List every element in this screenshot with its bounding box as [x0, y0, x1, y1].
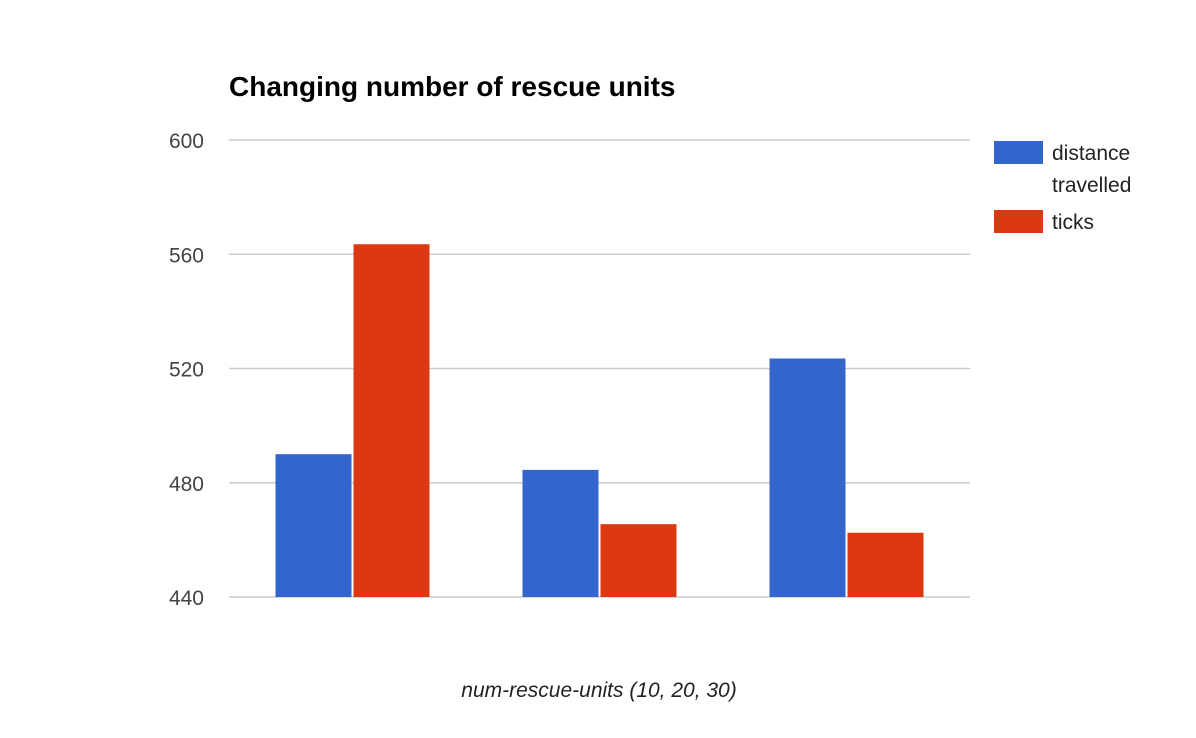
bar-ticks-2	[600, 524, 677, 597]
gridlines	[229, 139, 970, 598]
x-axis-label: num-rescue-units (10, 20, 30)	[461, 679, 736, 702]
chart-title: Changing number of rescue units	[229, 71, 675, 102]
legend-swatch-distance-travelled	[994, 141, 1043, 164]
bar-ticks-1	[353, 244, 430, 598]
bar-distance-travelled-1	[275, 454, 352, 597]
y-tick-label: 440	[169, 587, 204, 610]
legend: distance travelled ticks	[994, 141, 1131, 234]
legend-swatch-ticks	[994, 210, 1043, 233]
bars	[275, 244, 924, 598]
bar-distance-travelled-3	[769, 358, 846, 597]
legend-label-distance-travelled: distance travelled	[1052, 142, 1131, 197]
y-tick-label: 480	[169, 473, 204, 496]
bar-distance-travelled-2	[522, 469, 599, 597]
y-tick-label: 520	[169, 359, 204, 382]
y-tick-label: 560	[169, 244, 204, 267]
legend-label-ticks: ticks	[1052, 211, 1094, 234]
y-tick-label: 600	[169, 130, 204, 153]
y-axis-ticks: 440 480 520 560 600	[169, 130, 204, 610]
bar-ticks-3	[847, 532, 924, 597]
